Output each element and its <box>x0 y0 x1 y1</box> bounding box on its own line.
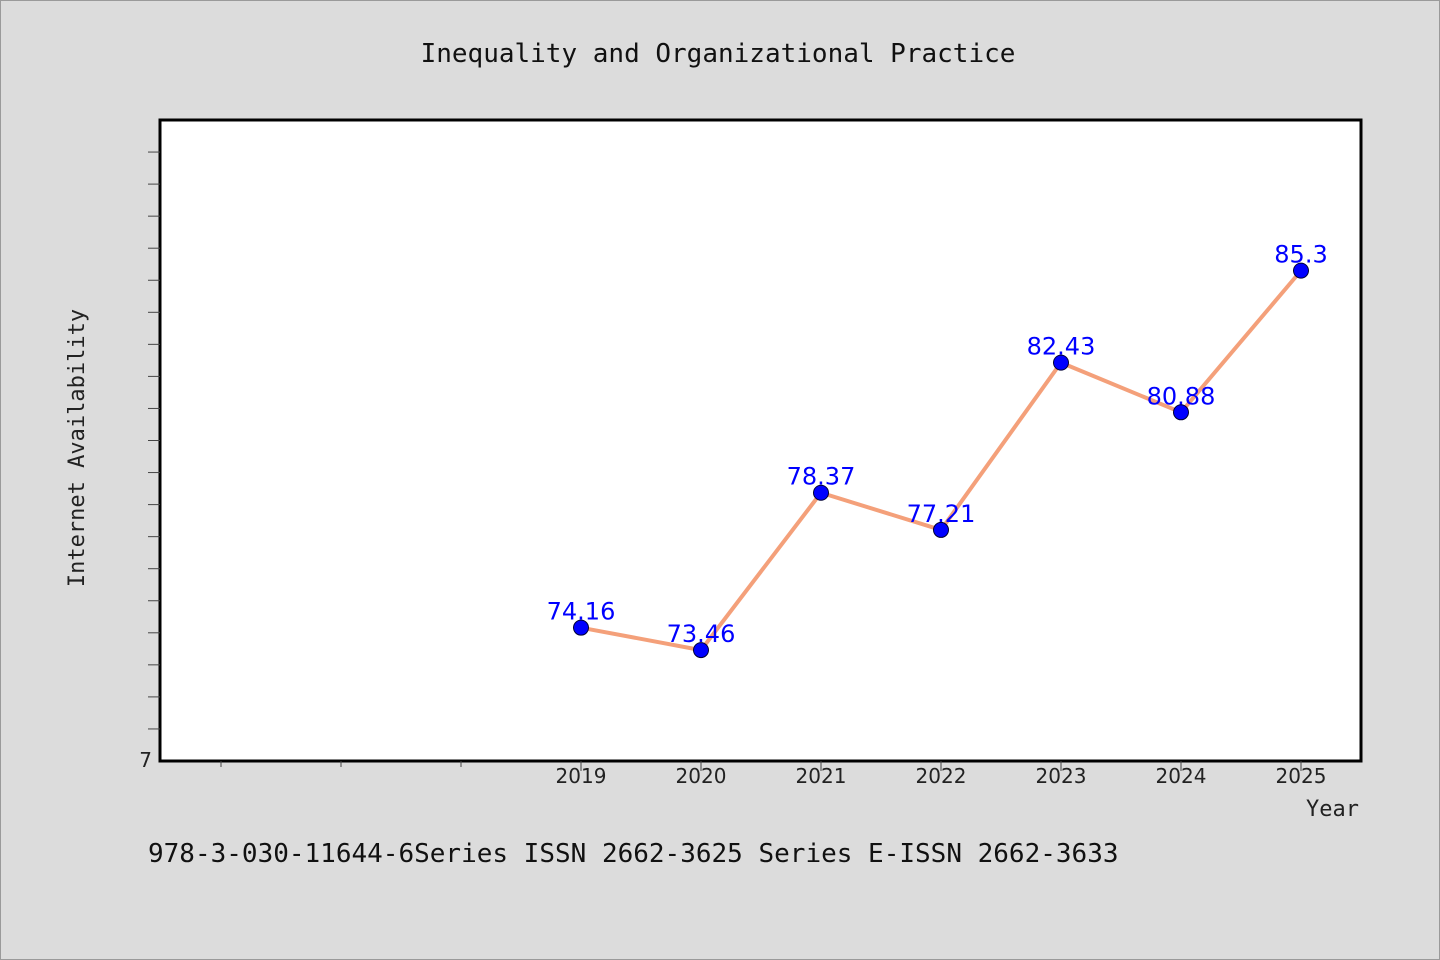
plot-area <box>158 118 1363 763</box>
x-tick-label: 2023 <box>1036 764 1087 788</box>
chart-title: Inequality and Organizational Practice <box>421 39 1016 69</box>
data-point <box>1173 404 1189 421</box>
data-point <box>693 642 709 659</box>
footer-isbn-text: 978-3-030-11644-6Series ISSN 2662-3625 S… <box>148 839 1119 869</box>
y-axis-ticks <box>148 151 160 730</box>
x-tick-label: 2025 <box>1276 764 1327 788</box>
series-layer: 74.16 73.46 78.37 77.21 82.43 80.88 85.3 <box>547 241 1328 659</box>
x-tick-label: 2024 <box>1156 764 1207 788</box>
x-tick-label: 2022 <box>916 764 967 788</box>
x-tick-label: 2019 <box>556 764 607 788</box>
data-label: 85.3 <box>1274 241 1327 269</box>
data-label: 78.37 <box>787 463 856 491</box>
x-tick-label: 2021 <box>796 764 847 788</box>
data-point <box>573 619 589 636</box>
data-label: 74.16 <box>547 598 616 626</box>
x-axis-label: Year <box>1306 797 1359 822</box>
data-point <box>1293 262 1309 279</box>
data-label: 73.46 <box>667 620 736 648</box>
data-point <box>933 521 949 538</box>
data-label: 77.21 <box>907 500 976 528</box>
data-point <box>813 484 829 501</box>
x-tick-label: 2020 <box>676 764 727 788</box>
y-tick-label: 7 <box>139 748 152 772</box>
x-axis-ticks: 2019 2020 2021 2022 2023 2024 2025 <box>220 761 1327 788</box>
y-axis-label: Internet Availability <box>65 309 90 587</box>
data-point <box>1053 354 1069 371</box>
data-label: 80.88 <box>1147 382 1216 410</box>
data-label: 82.43 <box>1027 333 1096 361</box>
